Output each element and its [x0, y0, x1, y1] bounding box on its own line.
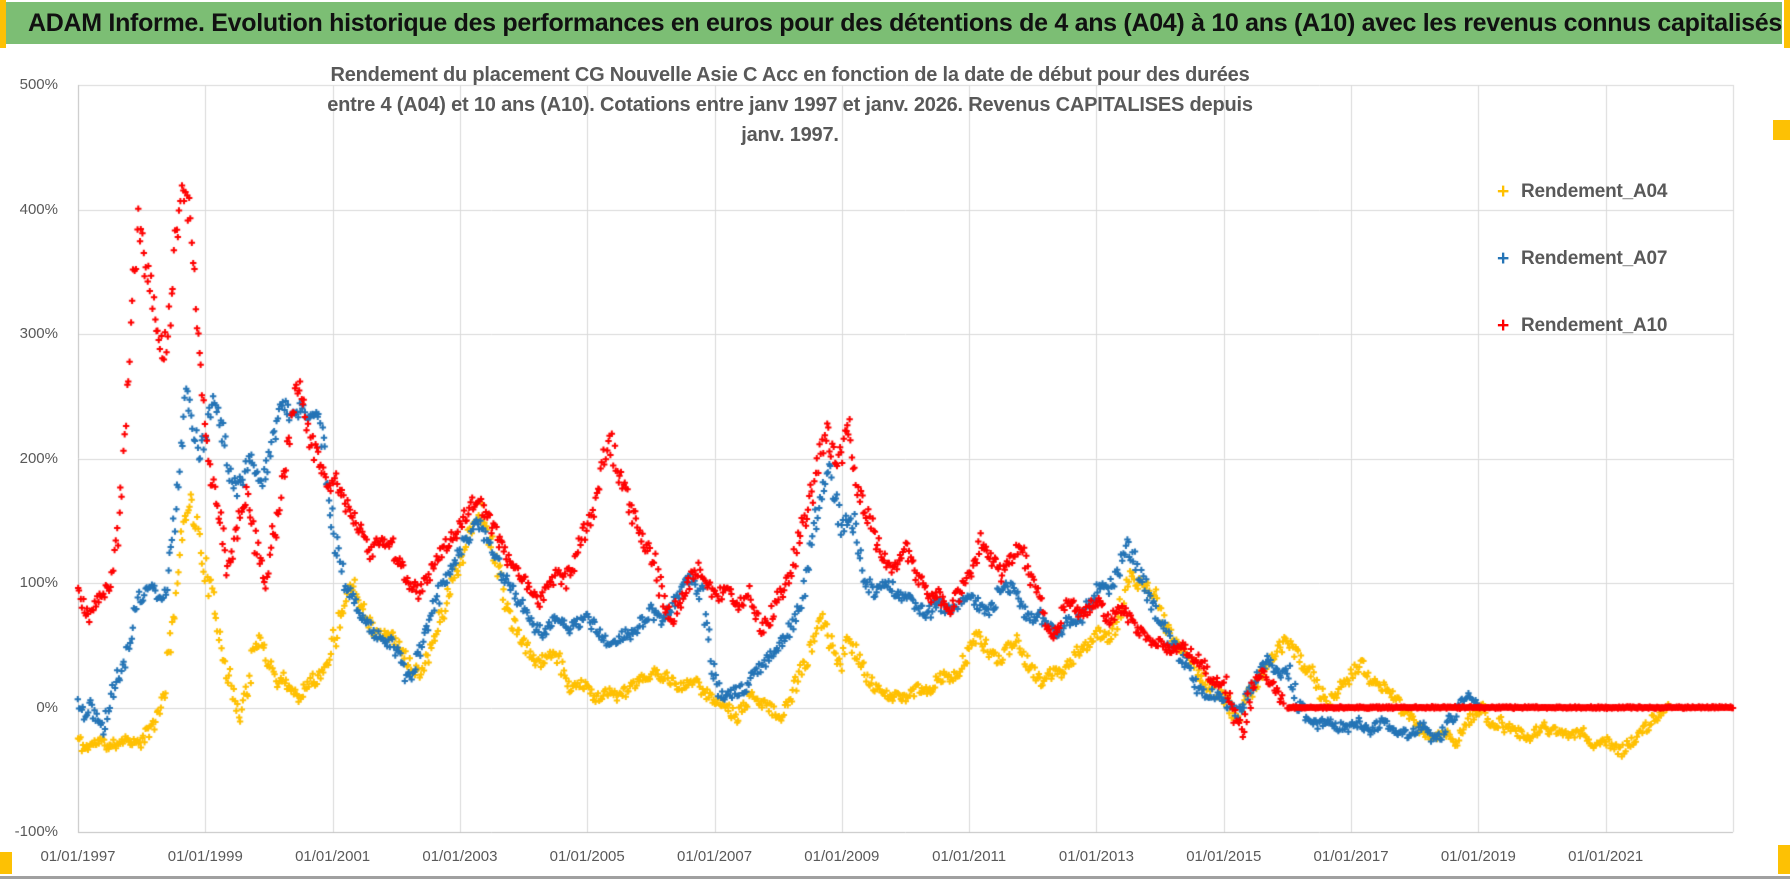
legend-label: Rendement_A07	[1521, 248, 1668, 269]
x-axis-tick-label: 01/01/1997	[40, 848, 116, 865]
legend-marker-icon: +	[1497, 247, 1510, 270]
legend-label: Rendement_A10	[1521, 315, 1668, 336]
x-axis-tick-label: 01/01/2007	[676, 848, 753, 865]
chart-title: Rendement du placement CG Nouvelle Asie …	[320, 60, 1260, 150]
y-axis-tick-label: 500%	[19, 76, 58, 93]
legend-marker-icon: +	[1497, 180, 1510, 203]
chart-title-line2: entre 4 (A04) et 10 ans (A10). Cotations…	[327, 94, 1253, 146]
x-axis-tick-label: 01/01/2015	[1186, 848, 1262, 865]
x-axis-tick-label: 01/01/2005	[549, 848, 625, 865]
legend-item-rendement_a07[interactable]: + Rendement_A07	[1497, 247, 1667, 271]
chart-title-line1: Rendement du placement CG Nouvelle Asie …	[330, 64, 1250, 86]
legend-item-rendement_a10[interactable]: + Rendement_A10	[1497, 314, 1667, 338]
legend-label: Rendement_A04	[1521, 181, 1668, 202]
legend-item-rendement_a04[interactable]: + Rendement_A04	[1497, 180, 1667, 204]
y-axis-tick-label: 0%	[36, 698, 58, 716]
header-bar: ADAM Informe. Evolution historique des p…	[4, 2, 1782, 44]
y-axis-tick-label: 200%	[19, 449, 58, 467]
bottom-divider	[0, 876, 1790, 879]
y-axis-tick-label: 400%	[19, 200, 58, 218]
edge-accent-top-left	[0, 0, 6, 48]
y-axis-tick-label: -100%	[14, 823, 58, 840]
edge-accent-top-right	[1784, 0, 1790, 48]
x-axis-tick-label: 01/01/2019	[1440, 848, 1516, 865]
edge-accent-bottom-left	[0, 852, 12, 874]
x-axis-tick-label: 01/01/2011	[932, 848, 1007, 865]
y-axis-tick-label: 100%	[19, 574, 58, 591]
x-axis-tick-label: 01/01/2009	[804, 848, 880, 865]
x-axis-tick-label: 01/01/2017	[1313, 848, 1389, 865]
edge-accent-bottom-right	[1778, 845, 1790, 874]
header-title: ADAM Informe. Evolution historique des p…	[28, 8, 1782, 37]
x-axis-tick-label: 01/01/2003	[422, 848, 498, 865]
x-axis-tick-label: 01/01/2001	[295, 848, 371, 865]
x-axis-tick-label: 01/01/2013	[1058, 848, 1134, 865]
legend-marker-icon: +	[1497, 314, 1510, 337]
x-axis-tick-label: 01/01/2021	[1568, 848, 1644, 865]
x-axis-tick-label: 01/01/1999	[167, 848, 243, 865]
edge-accent-right	[1773, 120, 1790, 140]
y-axis-tick-label: 300%	[19, 325, 58, 342]
